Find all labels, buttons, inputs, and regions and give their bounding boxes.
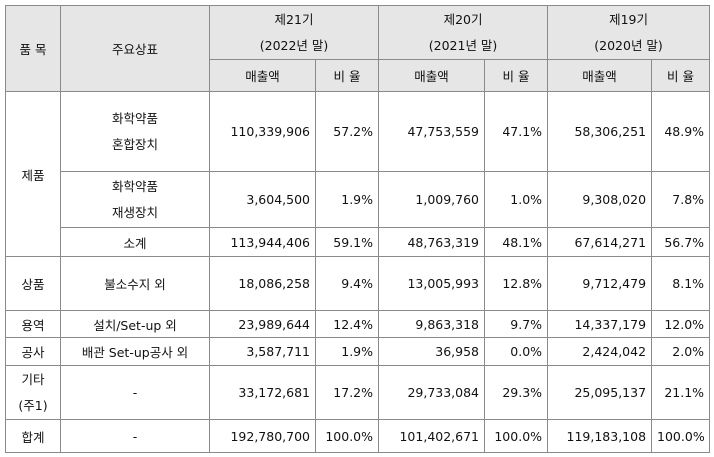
sales-cell: 2,424,042 <box>547 337 653 366</box>
category-cell: 용역 <box>5 310 61 338</box>
ratio-cell: 9.7% <box>484 310 549 338</box>
brand-line: 혼합장치 <box>111 136 158 152</box>
brand-cell: - <box>60 419 210 453</box>
ratio-cell: 47.1% <box>484 91 549 172</box>
header-sales: 매출액 <box>378 59 486 92</box>
sales-cell: 192,780,700 <box>209 419 316 453</box>
sales-cell: 9,712,479 <box>547 256 653 311</box>
table-row-goods: 상품 불소수지 외 18,086,258 9.4% 13,005,993 12.… <box>5 256 711 311</box>
brand-cell: 화학약품 혼합장치 <box>60 91 210 172</box>
table-row-subtotal: 소계 113,944,406 59.1% 48,763,319 48.1% 67… <box>6 227 711 257</box>
header-year: (2021년 말) <box>428 37 498 53</box>
sales-cell: 3,587,711 <box>209 337 316 366</box>
brand-cell: 화학약품 재생장치 <box>60 171 210 228</box>
ratio-cell: 48.9% <box>651 91 711 172</box>
sales-cell: 48,763,319 <box>378 227 486 257</box>
sales-cell: 1,009,760 <box>378 171 486 228</box>
sales-cell: 23,989,644 <box>209 310 316 338</box>
header-ratio: 비 율 <box>484 59 549 92</box>
category-cell: 기타 (주1) <box>5 365 61 420</box>
category-line: (주1) <box>18 397 48 413</box>
sales-cell: 119,183,108 <box>547 419 653 453</box>
header-category: 품 목 <box>5 5 61 92</box>
header-period-21: 제21기 (2022년 말) <box>208 5 380 60</box>
table-row-total: 합계 - 192,780,700 100.0% 101,402,671 100.… <box>5 419 711 453</box>
header-year: (2022년 말) <box>259 37 329 53</box>
brand-cell: - <box>60 365 210 420</box>
ratio-cell: 8.1% <box>651 256 711 311</box>
ratio-cell: 1.0% <box>484 171 549 228</box>
category-cell: 합계 <box>5 419 61 453</box>
table-row-construction: 공사 배관 Set-up공사 외 3,587,711 1.9% 36,958 0… <box>5 337 711 366</box>
header-brand: 주요상표 <box>60 5 210 92</box>
category-cell: 상품 <box>5 256 61 311</box>
ratio-cell: 48.1% <box>484 227 549 257</box>
sales-cell: 18,086,258 <box>209 256 316 311</box>
ratio-cell: 100.0% <box>651 419 711 453</box>
ratio-cell: 21.1% <box>651 365 711 420</box>
sales-cell: 47,753,559 <box>378 91 486 172</box>
ratio-cell: 17.2% <box>314 365 380 420</box>
brand-line: 화학약품 <box>111 178 158 194</box>
ratio-cell: 1.9% <box>314 171 380 228</box>
sales-cell: 13,005,993 <box>378 256 486 311</box>
brand-line: 재생장치 <box>111 204 158 220</box>
ratio-cell: 7.8% <box>651 171 711 228</box>
ratio-cell: 12.8% <box>484 256 549 311</box>
category-line: 기타 <box>21 371 45 387</box>
sales-by-product-table: 품 목 주요상표 제21기 (2022년 말) 제20기 (2021년 말) 제… <box>5 5 711 453</box>
category-cell: 제품 <box>5 91 61 257</box>
category-cell: 공사 <box>5 337 61 366</box>
ratio-cell: 100.0% <box>314 419 380 453</box>
ratio-cell: 100.0% <box>484 419 549 453</box>
header-term: 제21기 <box>274 11 314 27</box>
header-sales: 매출액 <box>547 59 653 92</box>
sales-cell: 33,172,681 <box>209 365 316 420</box>
header-ratio: 비 율 <box>314 59 380 92</box>
ratio-cell: 12.4% <box>314 310 380 338</box>
header-year: (2020년 말) <box>594 37 663 53</box>
table-row-service: 용역 설치/Set-up 외 23,989,644 12.4% 9,863,31… <box>5 310 711 338</box>
table-row-mixer: 제품 화학약품 혼합장치 110,339,906 57.2% 47,753,55… <box>5 91 711 257</box>
ratio-cell: 2.0% <box>651 337 711 366</box>
sales-cell: 29,733,084 <box>378 365 486 420</box>
header-period-19: 제19기 (2020년 말) <box>547 5 711 60</box>
sales-cell: 3,604,500 <box>209 171 316 228</box>
ratio-cell: 0.0% <box>484 337 549 366</box>
ratio-cell: 1.9% <box>314 337 380 366</box>
table-row-regen: 화학약품 재생장치 3,604,500 1.9% 1,009,760 1.0% … <box>6 171 711 228</box>
sales-cell: 113,944,406 <box>209 227 316 257</box>
sales-cell: 36,958 <box>378 337 486 366</box>
sales-cell: 14,337,179 <box>547 310 653 338</box>
ratio-cell: 59.1% <box>314 227 380 257</box>
header-sales: 매출액 <box>209 59 316 92</box>
brand-cell: 소계 <box>60 227 210 257</box>
sales-cell: 9,308,020 <box>547 171 653 228</box>
ratio-cell: 56.7% <box>651 227 711 257</box>
sales-cell: 101,402,671 <box>378 419 486 453</box>
sales-cell: 9,863,318 <box>378 310 486 338</box>
header-subrow: 매출액 비 율 매출액 비 율 매출액 비 율 <box>6 59 711 92</box>
ratio-cell: 12.0% <box>651 310 711 338</box>
header-row: 품 목 주요상표 제21기 (2022년 말) 제20기 (2021년 말) 제… <box>5 5 711 92</box>
header-term: 제19기 <box>609 11 648 27</box>
sales-cell: 25,095,137 <box>547 365 653 420</box>
table-row-other: 기타 (주1) - 33,172,681 17.2% 29,733,084 29… <box>5 365 711 420</box>
sales-cell: 58,306,251 <box>547 91 653 172</box>
sales-cell: 110,339,906 <box>209 91 316 172</box>
header-ratio: 비 율 <box>651 59 711 92</box>
brand-cell: 설치/Set-up 외 <box>60 310 210 338</box>
brand-line: 화학약품 <box>111 110 158 126</box>
brand-cell: 불소수지 외 <box>60 256 210 311</box>
ratio-cell: 9.4% <box>314 256 380 311</box>
sales-cell: 67,614,271 <box>547 227 653 257</box>
ratio-cell: 57.2% <box>314 91 380 172</box>
brand-cell: 배관 Set-up공사 외 <box>60 337 210 366</box>
header-term: 제20기 <box>443 11 483 27</box>
header-period-20: 제20기 (2021년 말) <box>378 5 549 60</box>
ratio-cell: 29.3% <box>484 365 549 420</box>
